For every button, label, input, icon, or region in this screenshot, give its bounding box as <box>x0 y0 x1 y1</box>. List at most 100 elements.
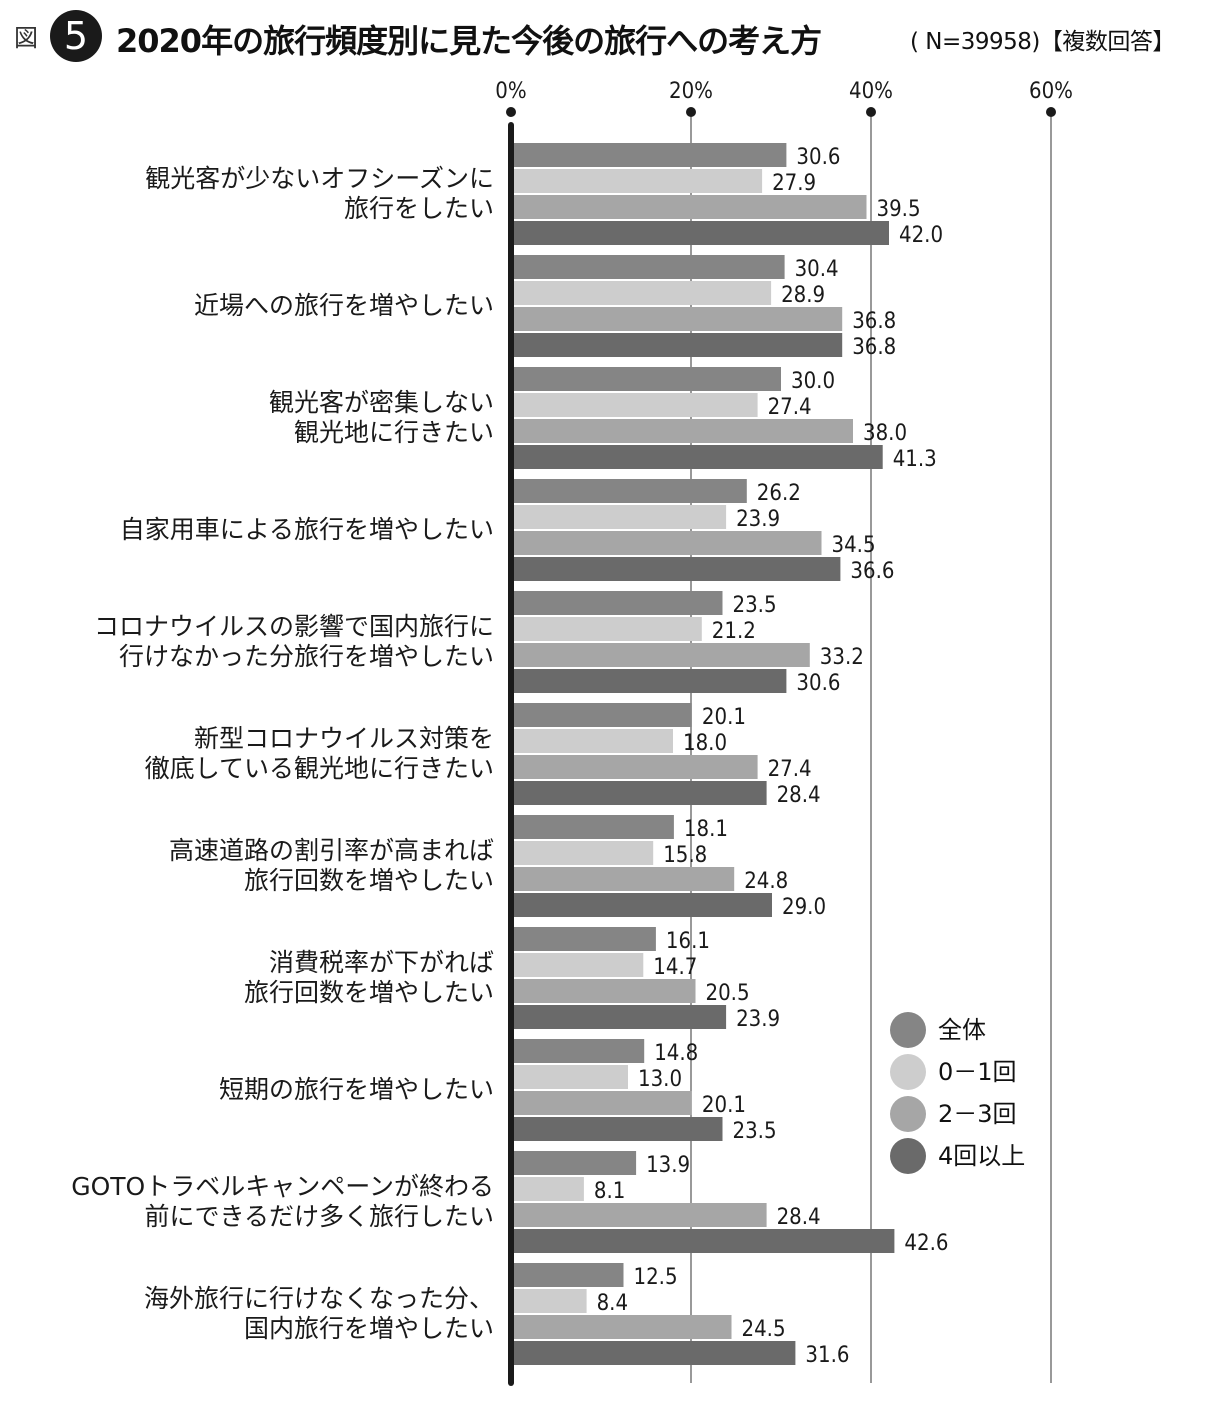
legend-item: 2－3回 <box>890 1092 1090 1134</box>
bar <box>511 367 781 391</box>
legend-swatch <box>890 1096 926 1132</box>
bar <box>511 169 763 193</box>
data-label: 30.4 <box>795 257 839 282</box>
bar <box>511 893 772 917</box>
category-label-line: 旅行回数を増やしたい <box>243 978 494 1007</box>
data-label: 27.4 <box>768 395 812 420</box>
bar <box>511 1005 727 1029</box>
bar <box>511 531 822 555</box>
chart-subtitle: ( N=39958)【複数回答】 <box>910 29 1175 55</box>
category-label-line: 観光客が密集しない <box>268 388 494 417</box>
data-label: 27.9 <box>772 171 816 196</box>
bar <box>511 281 772 305</box>
category-label-line: 消費税率が下がれば <box>268 948 494 977</box>
bar <box>511 1151 637 1175</box>
bar <box>511 927 656 951</box>
legend-swatch <box>890 1138 926 1174</box>
tick-dot <box>866 107 876 117</box>
category-label-line: 国内旅行を増やしたい <box>243 1314 494 1343</box>
data-label: 12.5 <box>634 1265 678 1290</box>
bar <box>511 591 723 615</box>
x-tick-label: 60% <box>1029 79 1073 104</box>
chart-title: 2020年の旅行頻度別に見た今後の旅行への考え方 <box>116 22 822 60</box>
legend-label: 4回以上 <box>938 1142 1026 1170</box>
bar <box>511 557 841 581</box>
figure-number-badge: 5 <box>50 10 102 62</box>
bar <box>511 781 767 805</box>
data-label: 31.6 <box>805 1343 849 1368</box>
bar <box>511 703 692 727</box>
category-label-line: 行けなかった分旅行を増やしたい <box>118 642 494 671</box>
data-label: 42.6 <box>904 1231 948 1256</box>
bar <box>511 419 853 443</box>
tick-dot <box>1046 107 1056 117</box>
data-label: 20.1 <box>702 705 746 730</box>
data-label: 28.4 <box>777 783 821 808</box>
bar <box>511 1341 796 1365</box>
category-label-line: 旅行をしたい <box>343 194 494 223</box>
legend-swatch <box>890 1012 926 1048</box>
data-label: 29.0 <box>782 895 826 920</box>
data-label: 21.2 <box>712 619 756 644</box>
bar <box>511 505 727 529</box>
category-label: GOTOトラベルキャンペーンが終わる 前にできるだけ多く旅行したい <box>24 1172 494 1232</box>
bar <box>511 1289 587 1313</box>
data-label: 36.8 <box>852 309 896 334</box>
category-label: 海外旅行に行けなくなった分、 国内旅行を増やしたい <box>24 1284 494 1344</box>
category-label-line: 観光地に行きたい <box>293 418 494 447</box>
bar <box>511 143 787 167</box>
category-label: コロナウイルスの影響で国内旅行に 行けなかった分旅行を増やしたい <box>24 612 494 672</box>
category-label-line: 短期の旅行を増やしたい <box>218 1075 494 1104</box>
chart-legend: 全体 0－1回 2－3回 4回以上 <box>890 1008 1090 1176</box>
tick-dot <box>506 107 516 117</box>
bar <box>511 1039 645 1063</box>
category-label: 短期の旅行を増やしたい <box>24 1075 494 1105</box>
category-label: 観光客が密集しない 観光地に行きたい <box>24 388 494 448</box>
bar <box>511 1315 732 1339</box>
data-label: 18.0 <box>683 731 727 756</box>
data-label: 30.6 <box>796 145 840 170</box>
data-label: 20.1 <box>702 1093 746 1118</box>
data-label: 42.0 <box>899 223 943 248</box>
data-label: 23.9 <box>736 1007 780 1032</box>
legend-label: 0－1回 <box>938 1058 1017 1086</box>
category-label-line: 近場への旅行を増やしたい <box>193 291 494 320</box>
chart-header: 図 5 2020年の旅行頻度別に見た今後の旅行への考え方 ( N=39958)【… <box>0 0 1220 80</box>
data-label: 33.2 <box>820 645 864 670</box>
category-label: 消費税率が下がれば 旅行回数を増やしたい <box>24 948 494 1008</box>
category-label-line: GOTOトラベルキャンペーンが終わる <box>71 1172 494 1201</box>
legend-label: 2－3回 <box>938 1100 1017 1128</box>
category-label: 近場への旅行を増やしたい <box>24 291 494 321</box>
data-label: 39.5 <box>877 197 921 222</box>
bar <box>511 643 810 667</box>
bar <box>511 445 883 469</box>
bar <box>511 1203 767 1227</box>
category-label: 新型コロナウイルス対策を 徹底している観光地に行きたい <box>24 724 494 784</box>
data-label: 13.9 <box>646 1153 690 1178</box>
category-label-line: 徹底している観光地に行きたい <box>144 754 494 783</box>
bar <box>511 333 843 357</box>
bar <box>511 729 673 753</box>
data-label: 8.4 <box>597 1291 628 1316</box>
category-label-line: 旅行回数を増やしたい <box>243 866 494 895</box>
data-label: 36.8 <box>852 335 896 360</box>
bar <box>511 1229 895 1253</box>
category-label: 高速道路の割引率が高まれば 旅行回数を増やしたい <box>24 836 494 896</box>
bar <box>511 221 889 245</box>
data-label: 26.2 <box>757 481 801 506</box>
x-tick-label: 0% <box>495 79 526 104</box>
data-label: 16.1 <box>666 929 710 954</box>
data-label: 18.1 <box>684 817 728 842</box>
data-label: 30.0 <box>791 369 835 394</box>
data-label: 23.5 <box>733 593 777 618</box>
legend-item: 4回以上 <box>890 1134 1090 1176</box>
bar <box>511 617 702 641</box>
legend-label: 全体 <box>938 1016 986 1044</box>
legend-item: 全体 <box>890 1008 1090 1050</box>
category-label-line: 海外旅行に行けなくなった分、 <box>143 1284 494 1313</box>
data-label: 23.5 <box>733 1119 777 1144</box>
bar <box>511 953 644 977</box>
x-tick-label: 20% <box>669 79 713 104</box>
bar <box>511 1263 624 1287</box>
